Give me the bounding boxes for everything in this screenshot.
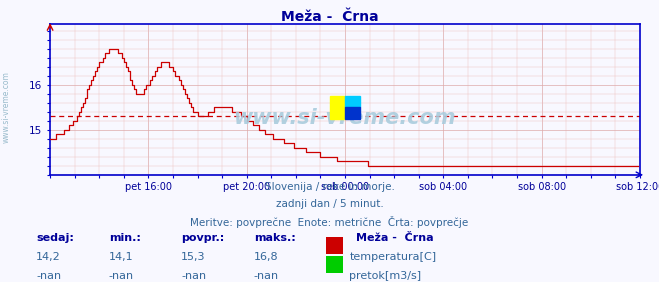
Text: www.si-vreme.com: www.si-vreme.com <box>2 71 11 143</box>
Bar <box>345 96 360 107</box>
Text: 15,3: 15,3 <box>181 252 206 262</box>
Text: povpr.:: povpr.: <box>181 233 225 243</box>
Text: Meritve: povprečne  Enote: metrične  Črta: povprečje: Meritve: povprečne Enote: metrične Črta:… <box>190 216 469 228</box>
Text: -nan: -nan <box>254 271 279 281</box>
Text: www.si-vreme.com: www.si-vreme.com <box>234 107 456 127</box>
Text: 14,1: 14,1 <box>109 252 133 262</box>
Text: Meža -  Črna: Meža - Črna <box>356 233 434 243</box>
Text: zadnji dan / 5 minut.: zadnji dan / 5 minut. <box>275 199 384 209</box>
Text: Meža -  Črna: Meža - Črna <box>281 10 378 24</box>
Text: pretok[m3/s]: pretok[m3/s] <box>349 271 421 281</box>
Text: -nan: -nan <box>181 271 206 281</box>
Text: 14,2: 14,2 <box>36 252 61 262</box>
Text: min.:: min.: <box>109 233 140 243</box>
Bar <box>330 96 345 119</box>
Bar <box>345 107 360 119</box>
Text: temperatura[C]: temperatura[C] <box>349 252 436 262</box>
Text: 16,8: 16,8 <box>254 252 278 262</box>
Text: maks.:: maks.: <box>254 233 295 243</box>
Text: -nan: -nan <box>36 271 61 281</box>
Text: sedaj:: sedaj: <box>36 233 74 243</box>
Text: Slovenija / reke in morje.: Slovenija / reke in morje. <box>264 182 395 192</box>
Text: -nan: -nan <box>109 271 134 281</box>
